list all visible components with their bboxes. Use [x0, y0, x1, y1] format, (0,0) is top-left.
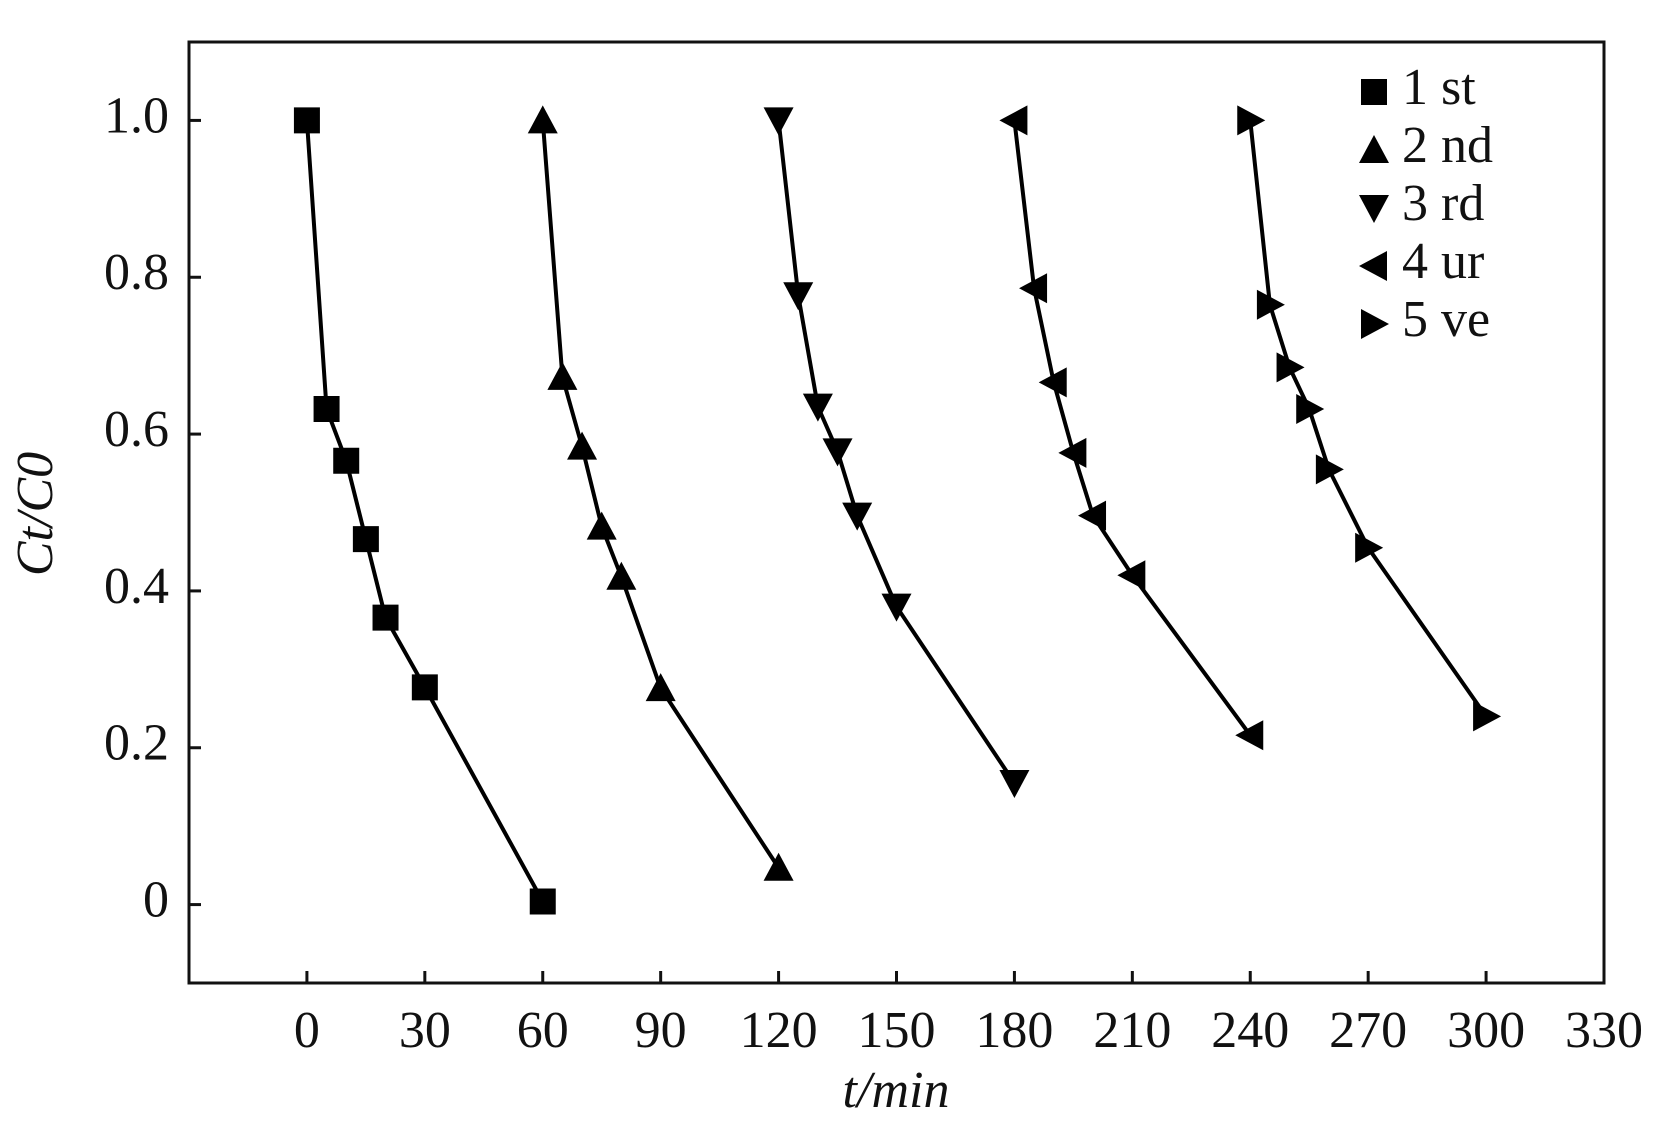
data-point — [1019, 273, 1048, 304]
data-point — [372, 604, 399, 631]
data-point — [783, 282, 814, 311]
data-point — [1256, 289, 1285, 320]
data-point — [529, 888, 556, 915]
y-tick-label: 1.0 — [104, 87, 169, 144]
data-point — [567, 431, 598, 460]
data-point — [293, 107, 320, 134]
x-tick-label: 30 — [399, 1002, 451, 1059]
series-line — [304, 120, 545, 903]
data-point — [999, 105, 1028, 136]
legend-label: 5 ve — [1402, 291, 1490, 348]
legend-marker — [1361, 79, 1387, 105]
data-point — [1038, 367, 1067, 398]
legend-marker — [1359, 251, 1387, 281]
data-point — [1473, 701, 1502, 732]
data-point — [802, 393, 833, 422]
x-tick-label: 210 — [1093, 1002, 1171, 1059]
data-point — [1117, 560, 1146, 591]
data-point — [313, 395, 340, 422]
data-point — [333, 447, 360, 474]
x-tick-label: 90 — [635, 1002, 687, 1059]
data-point — [1296, 393, 1325, 424]
y-tick-label: 0.8 — [104, 244, 169, 301]
legend-marker — [1359, 195, 1389, 223]
data-point — [606, 561, 637, 590]
x-tick-label: 270 — [1329, 1002, 1407, 1059]
data-point — [527, 105, 558, 134]
x-tick-label: 180 — [975, 1002, 1053, 1059]
data-point — [547, 361, 578, 390]
data-point — [1315, 454, 1344, 485]
data-point — [1276, 352, 1305, 383]
data-point — [763, 852, 794, 881]
data-point — [999, 770, 1030, 799]
x-axis-label: t/min — [843, 1062, 950, 1119]
legend-marker — [1361, 309, 1389, 339]
data-point — [763, 107, 794, 136]
x-tick-label: 300 — [1447, 1002, 1525, 1059]
legend-label: 3 rd — [1402, 175, 1484, 232]
y-tick-label: 0.6 — [104, 401, 169, 458]
x-tick-label: 150 — [858, 1002, 936, 1059]
y-tick-label: 0.2 — [104, 715, 169, 772]
data-point — [842, 502, 873, 531]
data-point — [411, 674, 438, 701]
series-line — [540, 120, 781, 869]
data-point — [1058, 437, 1087, 468]
data-point — [352, 526, 379, 553]
x-tick-label: 0 — [294, 1002, 320, 1059]
y-tick-label: 0 — [143, 872, 169, 929]
plot-frame — [187, 40, 1606, 985]
x-tick-label: 120 — [740, 1002, 818, 1059]
y-axis-label: Ct/C0 — [7, 452, 64, 576]
data-point — [586, 511, 617, 540]
series-line — [776, 120, 1017, 785]
data-point — [881, 593, 912, 622]
series-line — [1012, 120, 1252, 737]
data-point — [1235, 720, 1264, 751]
data-point — [645, 673, 676, 702]
data-point — [822, 438, 853, 467]
data-point — [1237, 105, 1266, 136]
legend-label: 2 nd — [1402, 117, 1493, 174]
legend-label: 4 ur — [1402, 233, 1484, 290]
x-tick-label: 330 — [1565, 1002, 1643, 1059]
x-tick-label: 60 — [517, 1002, 569, 1059]
data-point — [1355, 532, 1384, 563]
legend-marker — [1359, 135, 1389, 163]
legend-label: 1 st — [1402, 59, 1476, 116]
data-point — [1078, 500, 1107, 531]
x-tick-label: 240 — [1211, 1002, 1289, 1059]
y-tick-label: 0.4 — [104, 558, 169, 615]
